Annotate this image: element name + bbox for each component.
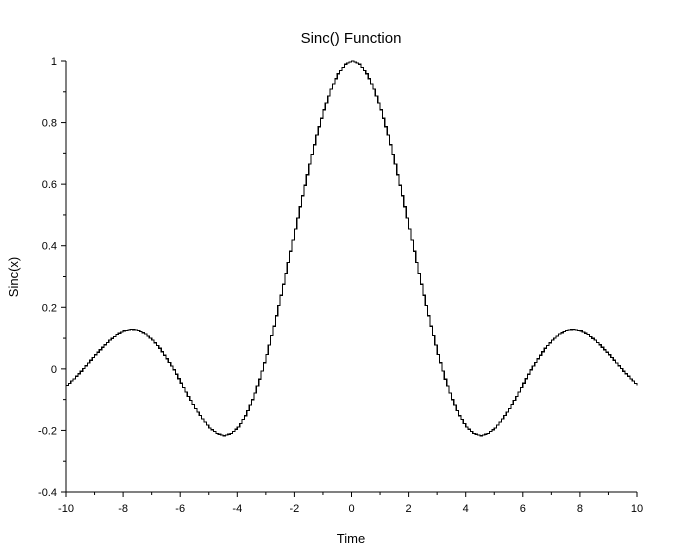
- x-tick-label: 6: [520, 503, 526, 515]
- y-tick-label: 0: [51, 364, 57, 376]
- chart-title: Sinc() Function: [301, 30, 402, 47]
- y-tick-label: 0.8: [42, 118, 57, 130]
- x-tick-label: -4: [232, 503, 242, 515]
- axes: [65, 61, 637, 493]
- x-tick-label: -10: [58, 503, 74, 515]
- x-tick-label: 10: [631, 503, 643, 515]
- x-axis-label: Time: [337, 531, 365, 546]
- y-axis-label: Sinc(x): [6, 257, 21, 297]
- plot-series: [66, 60, 638, 437]
- y-axis-ticks: -0.4 -0.2 0 0.2 0.4 0.6 0.8 1: [38, 56, 66, 499]
- y-tick-label: -0.4: [38, 487, 57, 499]
- y-tick-label: -0.2: [38, 425, 57, 437]
- x-tick-label: 8: [577, 503, 583, 515]
- x-axis-ticks: -10 -8 -6 -4 -2 0 2 4 6 8 10: [58, 492, 643, 515]
- y-tick-label: 1: [51, 56, 57, 68]
- y-tick-label: 0.2: [42, 302, 57, 314]
- x-tick-label: -2: [290, 503, 300, 515]
- y-tick-label: 0.6: [42, 179, 57, 191]
- y-tick-label: 0.4: [42, 241, 57, 253]
- x-tick-label: 2: [406, 503, 412, 515]
- x-tick-label: -6: [175, 503, 185, 515]
- x-tick-label: 0: [348, 503, 354, 515]
- x-tick-label: 4: [463, 503, 469, 515]
- sinc-line: [66, 60, 638, 437]
- x-tick-label: -8: [118, 503, 128, 515]
